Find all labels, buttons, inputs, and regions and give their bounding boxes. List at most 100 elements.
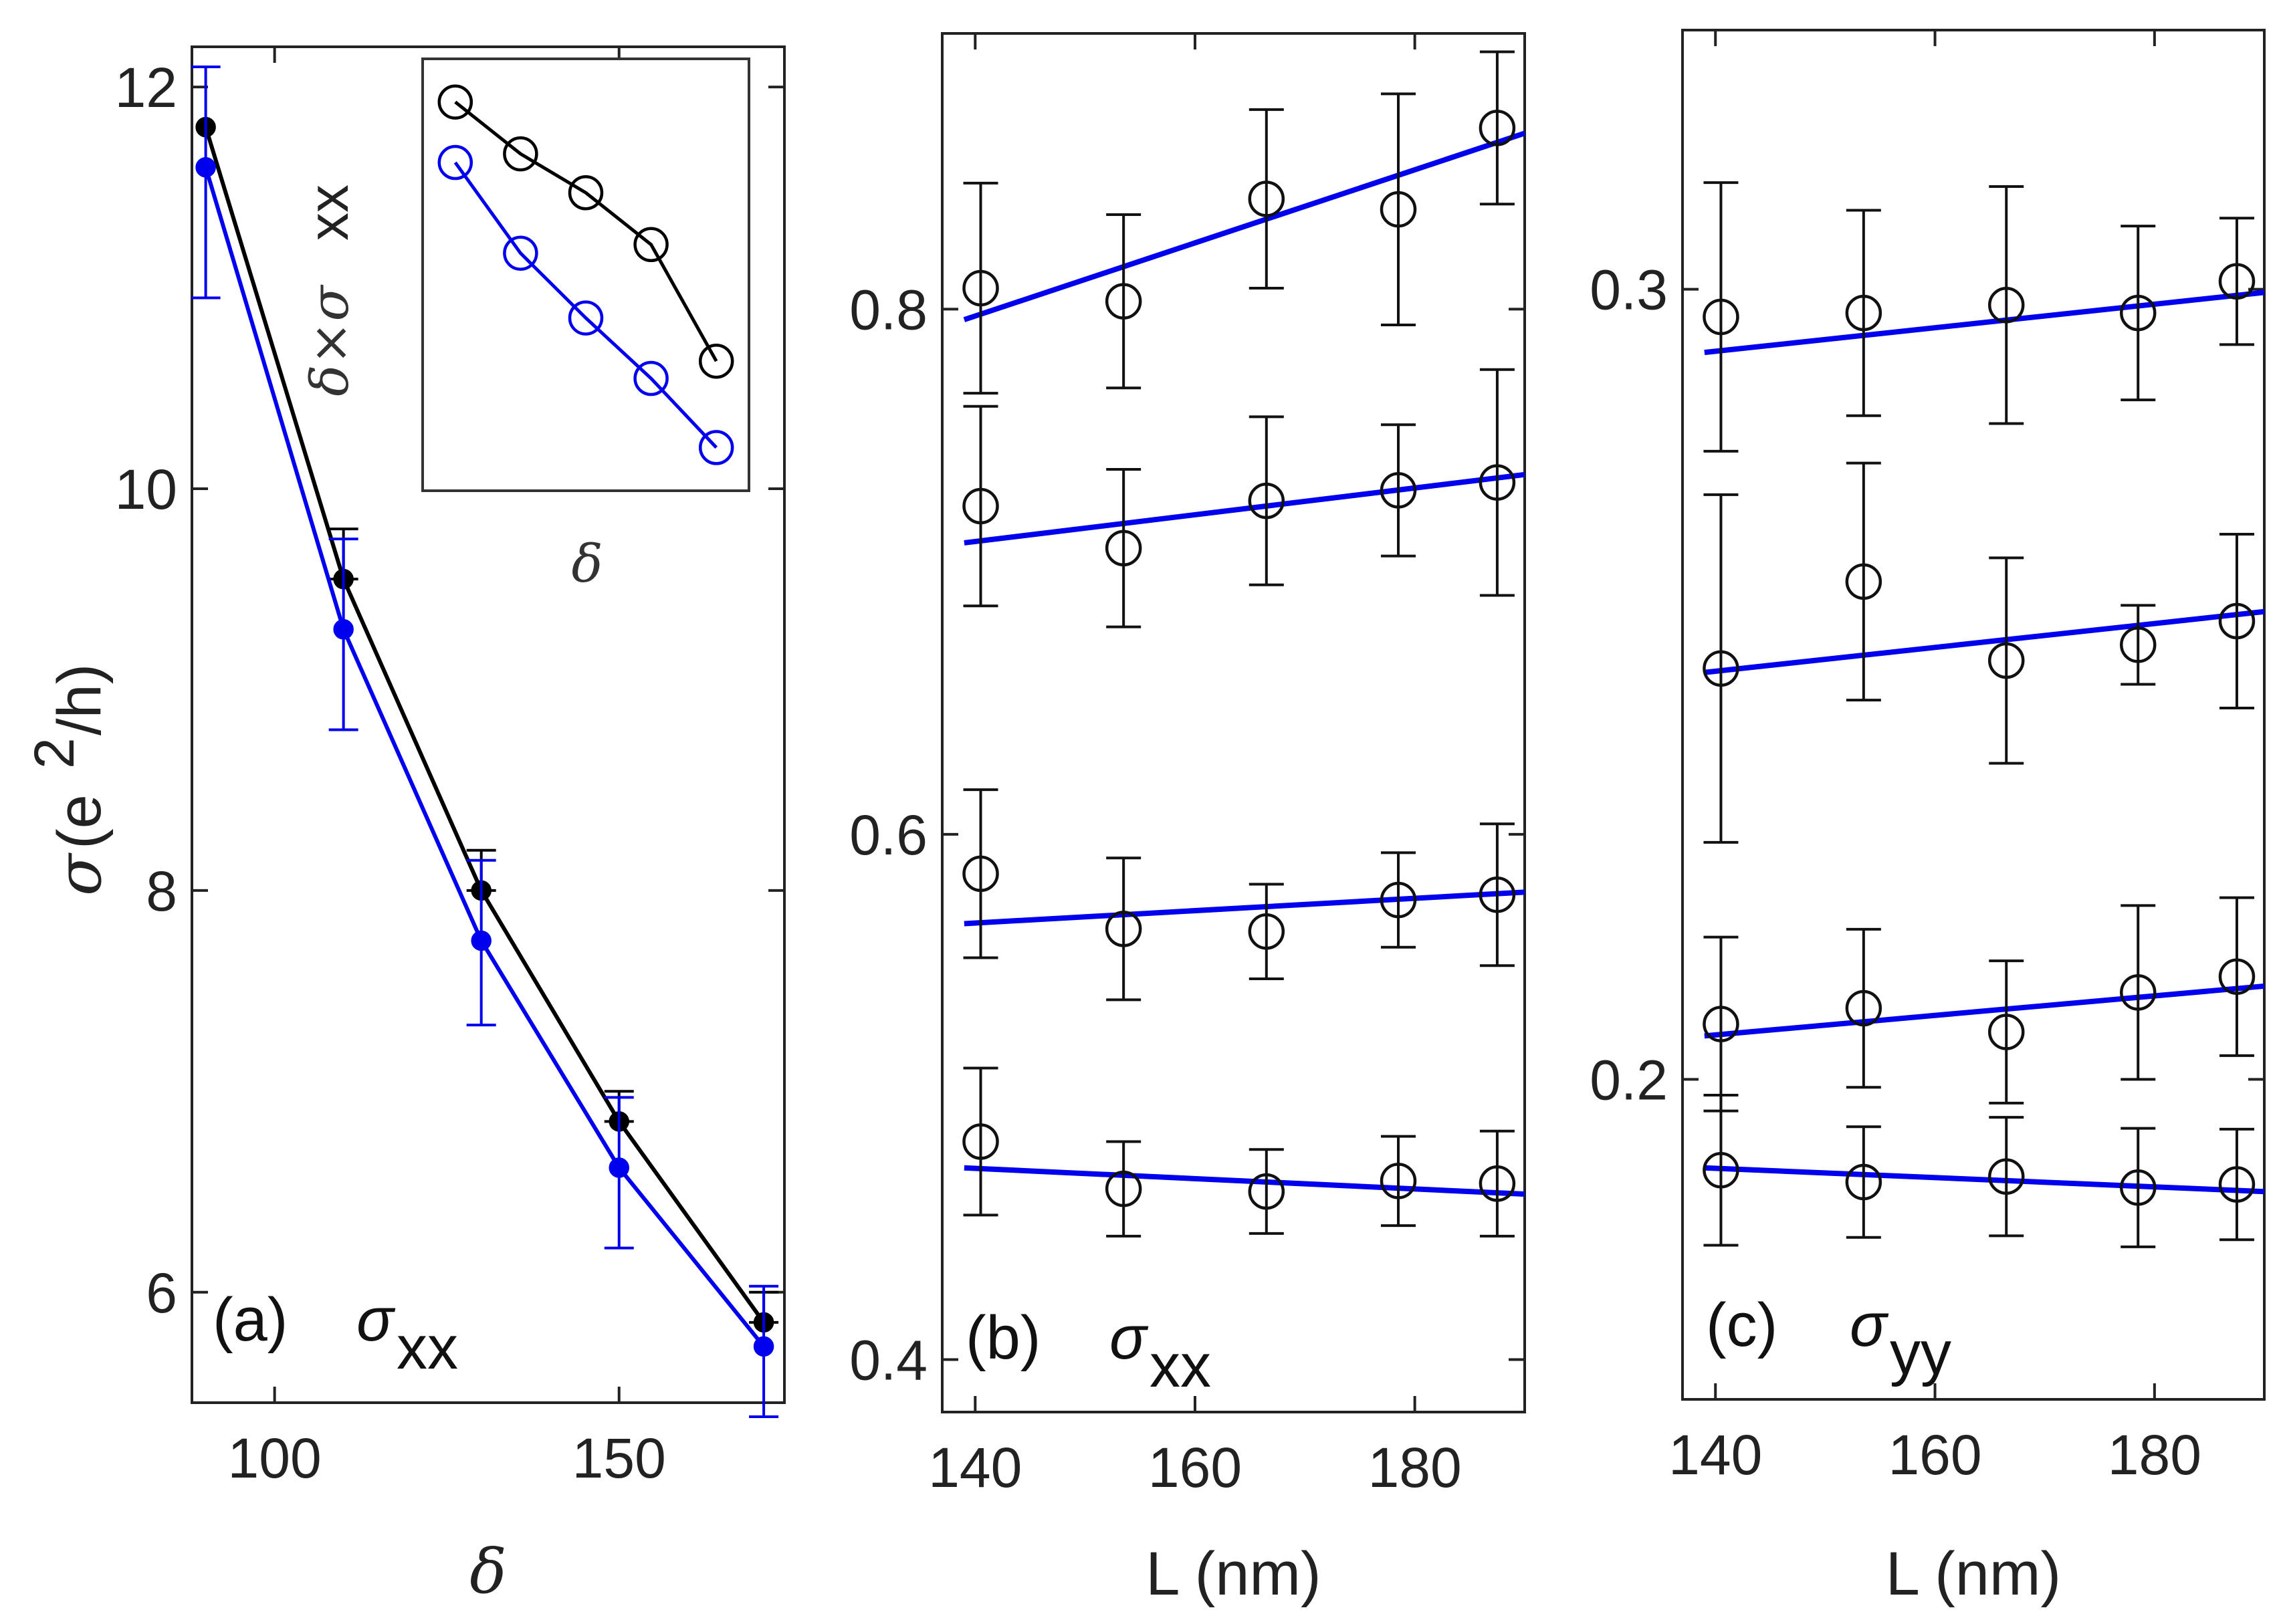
error-bar bbox=[1989, 556, 2024, 765]
series-0 bbox=[962, 50, 1526, 395]
fit-line bbox=[963, 130, 1526, 322]
axes-frame bbox=[191, 45, 786, 1404]
inset-point bbox=[437, 144, 473, 181]
error-bar bbox=[1703, 493, 1739, 844]
error-bar bbox=[963, 404, 998, 608]
x-axis-label: L (nm) bbox=[1146, 1540, 1321, 1608]
series-1 bbox=[1703, 461, 2265, 844]
data-point bbox=[1105, 283, 1142, 320]
inset-frame bbox=[421, 57, 750, 492]
error-bar bbox=[1106, 213, 1142, 390]
y-tick-label: 0.6 bbox=[849, 804, 928, 866]
data-point bbox=[962, 487, 999, 525]
data-point bbox=[1105, 911, 1142, 947]
error-bar bbox=[1703, 1094, 1739, 1247]
y-axis-label-units: (e bbox=[45, 794, 114, 849]
error-bar bbox=[1479, 368, 1515, 597]
data-point bbox=[1380, 1163, 1417, 1199]
error-bar bbox=[1989, 959, 2024, 1105]
data-point bbox=[471, 930, 492, 951]
y-axis-label-suffix: /h) bbox=[45, 664, 114, 735]
error-bar bbox=[1249, 108, 1284, 289]
x-axis-label: δ bbox=[469, 1536, 506, 1607]
data-point bbox=[2218, 602, 2256, 640]
data-point bbox=[2119, 294, 2157, 332]
data-point bbox=[962, 855, 999, 893]
series-0 bbox=[1703, 181, 2265, 453]
inset-y-label: δ×σ xx bbox=[297, 185, 360, 396]
error-bar bbox=[1479, 1129, 1515, 1238]
inset-point bbox=[503, 136, 538, 172]
data-point bbox=[2218, 263, 2256, 300]
data-point bbox=[962, 269, 999, 307]
y-tick-label: 8 bbox=[146, 860, 177, 923]
data-point bbox=[1479, 110, 1516, 146]
fit-line bbox=[964, 1165, 1525, 1197]
error-bar bbox=[963, 788, 998, 959]
panel-symbol: σ bbox=[356, 1286, 396, 1354]
inset-point bbox=[568, 300, 604, 336]
error-bar bbox=[1846, 1125, 1881, 1239]
series-3 bbox=[962, 1066, 1525, 1238]
data-point bbox=[2119, 974, 2157, 1011]
panel-c-chart: 140 160 180 0.2 0.3 L (nm) (c) σ yy bbox=[1590, 29, 2266, 1608]
series-1 bbox=[962, 368, 1525, 628]
error-bar bbox=[1703, 935, 1739, 1113]
error-bar bbox=[1381, 92, 1416, 326]
panel-symbol: σ bbox=[1109, 1304, 1149, 1372]
fit-line bbox=[964, 471, 1525, 546]
data-point bbox=[1479, 464, 1516, 501]
data-point bbox=[962, 1123, 999, 1160]
data-point bbox=[1248, 482, 1285, 519]
error-bar bbox=[2219, 1127, 2254, 1242]
inset-point bbox=[503, 235, 538, 271]
error-bar bbox=[1381, 851, 1416, 949]
data-point bbox=[2218, 1166, 2256, 1203]
inset-y-label-sub: xx bbox=[297, 185, 360, 241]
data-point bbox=[1380, 191, 1417, 228]
inset-point bbox=[568, 175, 604, 211]
inset-point bbox=[437, 84, 473, 120]
x-tick-label: 140 bbox=[1668, 1423, 1762, 1486]
data-point bbox=[1987, 1014, 2025, 1050]
error-bar bbox=[1249, 1148, 1284, 1235]
inset-point bbox=[698, 430, 734, 465]
panel-label: (b) bbox=[966, 1304, 1041, 1372]
data-point bbox=[1248, 913, 1285, 950]
y-tick-label: 6 bbox=[146, 1262, 177, 1324]
error-bar bbox=[2121, 604, 2156, 686]
data-point bbox=[1845, 563, 1882, 600]
x-tick-label: 140 bbox=[928, 1436, 1022, 1499]
data-point bbox=[1479, 1165, 1516, 1202]
error-bar bbox=[1381, 1135, 1416, 1228]
axes-frame bbox=[1681, 29, 2266, 1401]
data-point bbox=[1845, 294, 1882, 332]
y-tick-label: 0.3 bbox=[1590, 259, 1668, 322]
y-tick-label: 0.8 bbox=[849, 278, 928, 341]
data-point bbox=[1105, 530, 1142, 567]
y-axis-label-exponent: 2 bbox=[23, 737, 86, 769]
panel-label: (c) bbox=[1706, 1291, 1777, 1359]
fit-line bbox=[1704, 608, 2265, 675]
panel-subscript: xx bbox=[397, 1314, 458, 1382]
data-point bbox=[333, 619, 354, 640]
x-tick-label: 160 bbox=[1148, 1436, 1242, 1499]
data-point bbox=[1987, 642, 2025, 679]
fit-line bbox=[964, 889, 1525, 927]
error-bar bbox=[2121, 1127, 2156, 1248]
data-point bbox=[1987, 1158, 2025, 1195]
error-bar bbox=[1106, 467, 1142, 628]
error-bar bbox=[1989, 1116, 2024, 1238]
inset-x-label: δ bbox=[572, 534, 603, 594]
x-axis-label: L (nm) bbox=[1886, 1540, 2061, 1608]
x-tick-label: 180 bbox=[2108, 1423, 2201, 1486]
data-point bbox=[1845, 990, 1882, 1027]
data-point bbox=[1703, 1152, 1739, 1189]
y-axis-label: σ(e 2/h) bbox=[23, 664, 115, 896]
error-bar bbox=[1989, 185, 2024, 425]
error-bar bbox=[1249, 415, 1284, 586]
error-bar bbox=[1106, 856, 1142, 1002]
y-tick-label: 12 bbox=[115, 56, 177, 119]
